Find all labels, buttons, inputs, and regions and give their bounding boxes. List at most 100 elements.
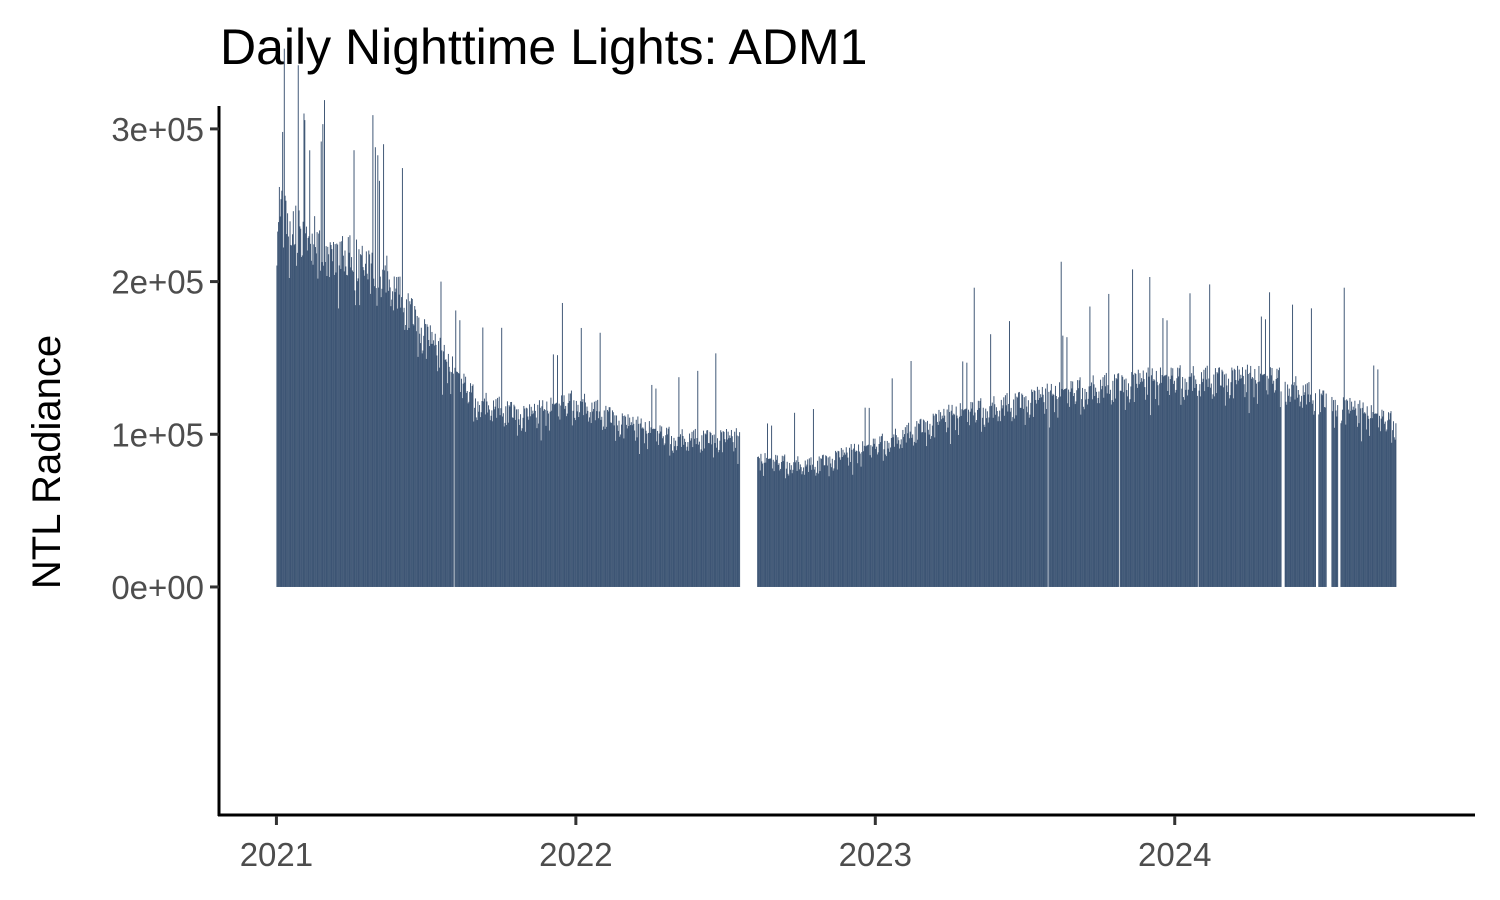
bar xyxy=(307,237,309,587)
bar xyxy=(1191,390,1193,587)
bar xyxy=(1227,392,1229,587)
bar xyxy=(671,436,672,587)
bar xyxy=(377,155,379,587)
bar xyxy=(765,462,767,587)
bar xyxy=(447,383,449,587)
bar xyxy=(698,444,700,587)
bar xyxy=(811,469,813,587)
bar xyxy=(358,249,360,587)
bar xyxy=(559,419,561,587)
bar xyxy=(431,331,433,587)
bar xyxy=(645,430,647,587)
bar xyxy=(334,244,336,587)
bar xyxy=(593,401,595,587)
bar xyxy=(907,433,909,587)
bar xyxy=(313,244,315,587)
bar xyxy=(1217,373,1219,587)
bar xyxy=(1124,409,1126,587)
bar xyxy=(884,440,886,587)
bar xyxy=(1392,421,1394,587)
bar xyxy=(1125,378,1127,587)
bar xyxy=(844,454,846,587)
bar xyxy=(850,444,852,587)
bar xyxy=(1095,391,1097,587)
bar xyxy=(305,233,307,587)
bar xyxy=(1102,377,1104,587)
bar xyxy=(1293,382,1295,587)
bar xyxy=(816,472,818,587)
bar xyxy=(666,427,668,587)
bar xyxy=(987,422,989,587)
bar xyxy=(602,429,604,587)
bar xyxy=(297,65,299,587)
bar xyxy=(712,457,714,587)
bar xyxy=(396,277,398,587)
bar xyxy=(692,447,694,587)
bar xyxy=(286,234,288,587)
bar xyxy=(352,271,354,587)
bar xyxy=(586,406,588,587)
bar xyxy=(408,327,410,587)
bar xyxy=(483,398,485,587)
bar xyxy=(689,440,691,587)
bar xyxy=(517,409,519,587)
bar xyxy=(898,440,900,587)
bar xyxy=(995,407,997,587)
bar xyxy=(1163,376,1165,587)
bar xyxy=(1342,397,1344,587)
bar xyxy=(1287,384,1289,587)
bar xyxy=(1105,372,1107,587)
bar xyxy=(472,384,474,587)
bar xyxy=(543,409,545,587)
bar xyxy=(939,421,941,587)
bar xyxy=(695,444,697,587)
bar xyxy=(520,414,522,587)
bar xyxy=(988,417,990,587)
bar xyxy=(723,431,725,587)
bar xyxy=(780,468,782,587)
bar xyxy=(412,323,414,587)
bar xyxy=(1195,379,1197,587)
bar xyxy=(306,250,308,587)
bar xyxy=(345,266,347,587)
bar xyxy=(1356,426,1358,587)
bar xyxy=(511,401,513,587)
bar xyxy=(347,237,349,587)
bar xyxy=(1116,379,1118,587)
bar xyxy=(1179,365,1181,587)
bar xyxy=(1070,381,1072,587)
bar xyxy=(406,299,408,587)
bar xyxy=(1189,293,1191,587)
bar xyxy=(735,428,737,587)
bar xyxy=(337,308,339,587)
bar xyxy=(1267,394,1269,587)
bar xyxy=(984,426,986,587)
bar xyxy=(833,468,835,587)
bar xyxy=(1235,380,1237,587)
bar xyxy=(684,441,686,587)
bar xyxy=(1331,396,1333,587)
bar xyxy=(634,430,636,587)
bar xyxy=(1004,395,1006,587)
bar xyxy=(588,421,590,587)
bar xyxy=(1032,391,1033,587)
bar xyxy=(549,411,551,587)
bar xyxy=(775,454,777,587)
bar xyxy=(416,315,418,587)
bar xyxy=(721,432,723,587)
bar xyxy=(1013,399,1015,587)
bar xyxy=(922,432,924,587)
bar xyxy=(482,327,484,587)
bar xyxy=(277,231,279,587)
bar xyxy=(676,446,678,587)
bar xyxy=(1265,390,1267,587)
bar xyxy=(477,401,479,587)
bar xyxy=(760,453,762,587)
bar xyxy=(1315,393,1316,587)
bar xyxy=(856,451,858,587)
bar xyxy=(930,438,932,587)
bar xyxy=(575,420,577,587)
bar xyxy=(1122,376,1124,587)
bar xyxy=(1294,399,1296,587)
